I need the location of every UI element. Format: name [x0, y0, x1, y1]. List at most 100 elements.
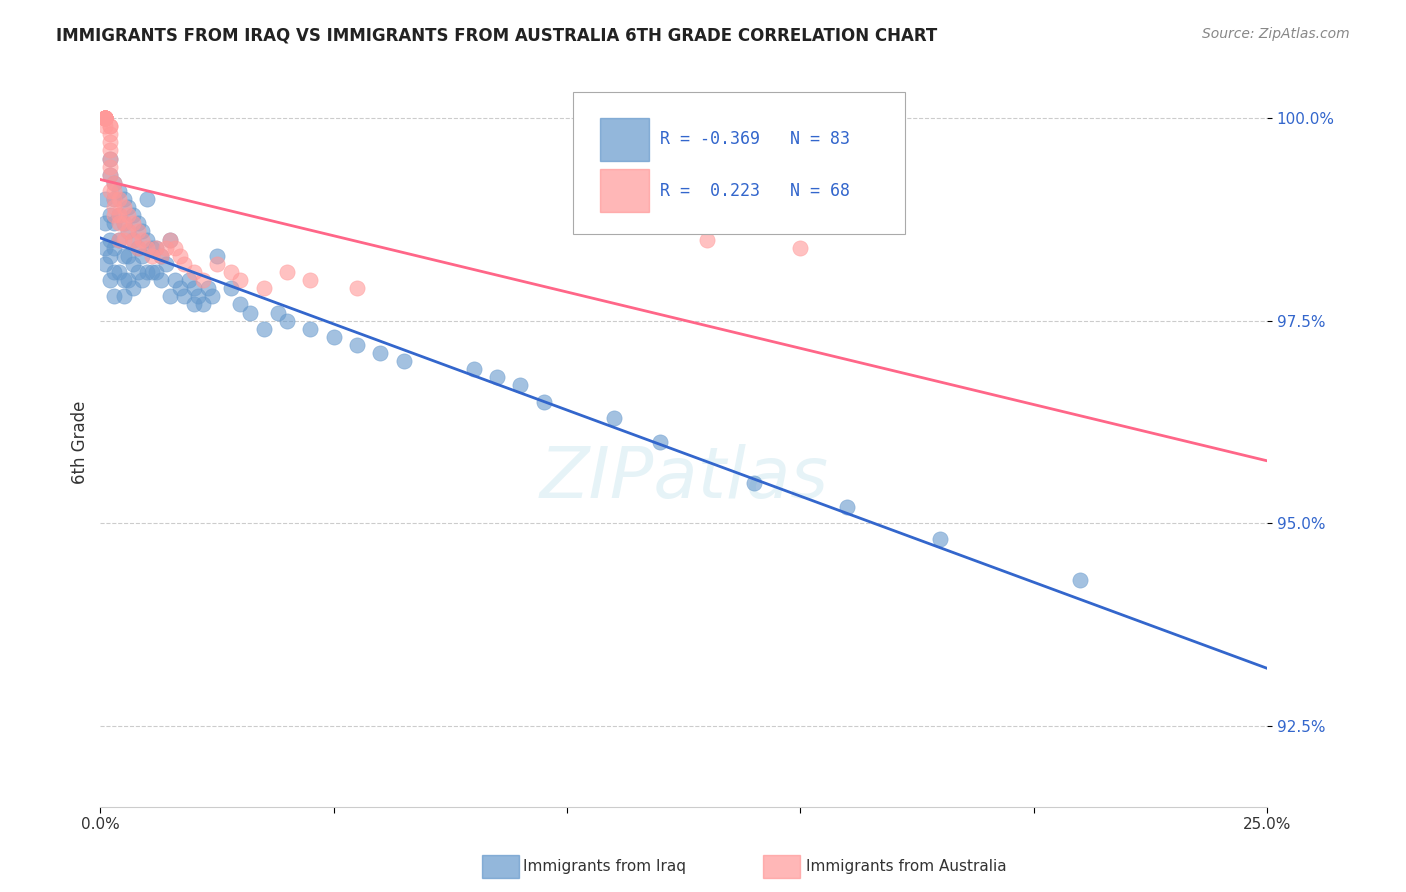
Point [392, 354, 415, 368]
Point [103, 200, 125, 214]
Point [696, 233, 718, 247]
Point [205, 249, 228, 263]
FancyBboxPatch shape [600, 118, 648, 161]
FancyBboxPatch shape [572, 92, 905, 235]
Point [94, 111, 117, 125]
Point [98, 136, 121, 150]
Point [94, 257, 117, 271]
Text: R =  0.223   N = 68: R = 0.223 N = 68 [661, 181, 851, 200]
Point [112, 200, 135, 214]
Point [122, 233, 145, 247]
Point [835, 500, 858, 514]
Point [108, 216, 131, 230]
Point [98, 119, 121, 133]
Point [229, 297, 252, 311]
Point [141, 241, 163, 255]
Point [112, 289, 135, 303]
Point [94, 111, 117, 125]
Point [122, 208, 145, 222]
Point [117, 224, 139, 238]
Point [98, 249, 121, 263]
Point [150, 273, 173, 287]
Y-axis label: 6th Grade: 6th Grade [72, 401, 89, 483]
Point [370, 346, 392, 360]
Point [94, 111, 117, 125]
Point [122, 281, 145, 295]
Point [509, 378, 531, 392]
Point [136, 265, 159, 279]
Point [191, 297, 214, 311]
Point [103, 192, 125, 206]
Point [150, 249, 173, 263]
Point [112, 233, 135, 247]
Point [94, 111, 117, 125]
Point [94, 111, 117, 125]
Point [117, 208, 139, 222]
Text: R = -0.369   N = 83: R = -0.369 N = 83 [661, 130, 851, 148]
Point [94, 192, 117, 206]
Point [177, 273, 200, 287]
Point [141, 249, 163, 263]
Point [219, 265, 242, 279]
Point [159, 289, 181, 303]
Point [108, 233, 131, 247]
Point [98, 233, 121, 247]
Point [159, 233, 181, 247]
Point [103, 289, 125, 303]
Point [103, 208, 125, 222]
Point [253, 281, 276, 295]
FancyBboxPatch shape [600, 169, 648, 212]
Point [145, 241, 167, 255]
Point [253, 322, 276, 336]
Point [98, 119, 121, 133]
Point [533, 394, 555, 409]
Point [112, 216, 135, 230]
Text: IMMIGRANTS FROM IRAQ VS IMMIGRANTS FROM AUSTRALIA 6TH GRADE CORRELATION CHART: IMMIGRANTS FROM IRAQ VS IMMIGRANTS FROM … [56, 27, 938, 45]
Point [122, 233, 145, 247]
Point [276, 265, 298, 279]
Point [191, 273, 214, 287]
Point [94, 119, 117, 133]
Point [108, 184, 131, 198]
Point [112, 216, 135, 230]
Point [94, 111, 117, 125]
Point [183, 265, 205, 279]
Point [163, 273, 186, 287]
Point [103, 216, 125, 230]
Point [94, 111, 117, 125]
Point [789, 241, 811, 255]
Point [155, 241, 177, 255]
Point [117, 249, 139, 263]
Point [131, 224, 153, 238]
Point [94, 111, 117, 125]
Point [117, 224, 139, 238]
Point [108, 233, 131, 247]
Point [94, 111, 117, 125]
Point [463, 362, 485, 376]
Point [122, 216, 145, 230]
Point [267, 305, 290, 319]
Text: Immigrants from Australia: Immigrants from Australia [806, 859, 1007, 873]
Point [486, 370, 509, 384]
Point [136, 241, 159, 255]
Point [169, 281, 191, 295]
Point [276, 313, 298, 327]
Point [197, 281, 219, 295]
Point [127, 241, 149, 255]
Point [94, 111, 117, 125]
Point [103, 176, 125, 190]
Point [346, 281, 368, 295]
Point [187, 289, 209, 303]
Point [94, 111, 117, 125]
Point [94, 111, 117, 125]
Point [299, 273, 322, 287]
Point [127, 224, 149, 238]
Point [299, 322, 322, 336]
Point [127, 241, 149, 255]
Point [219, 281, 242, 295]
Point [98, 152, 121, 166]
Point [94, 241, 117, 255]
Point [742, 475, 765, 490]
Point [141, 265, 163, 279]
Point [145, 265, 167, 279]
